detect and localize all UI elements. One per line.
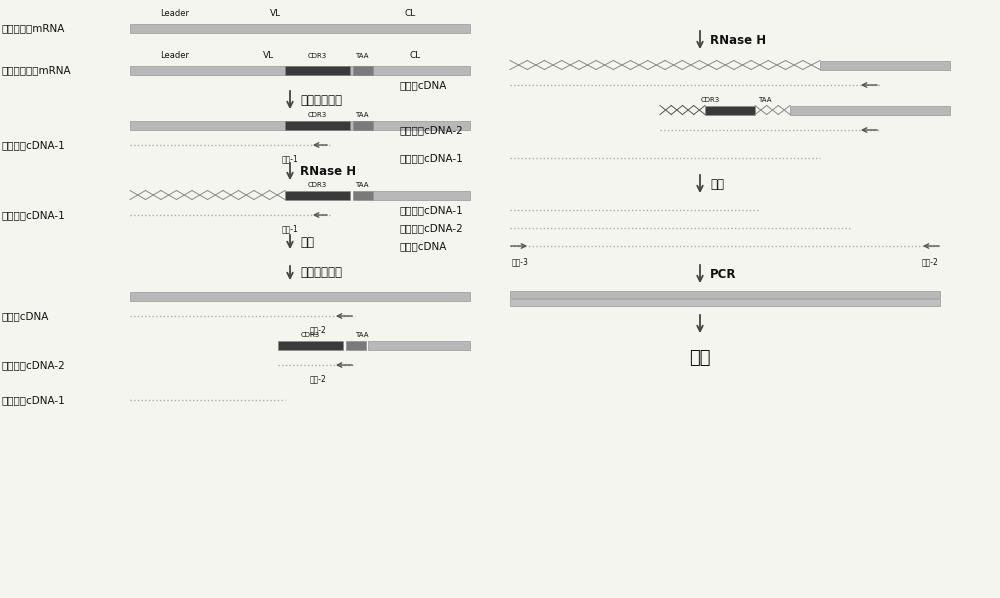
Text: CDR3: CDR3: [300, 332, 320, 338]
Bar: [130, 291, 470, 301]
Bar: [820, 60, 950, 69]
Text: TAA: TAA: [758, 97, 772, 103]
Text: 引物-3: 引物-3: [512, 258, 528, 267]
Text: TAA: TAA: [355, 112, 369, 118]
Text: 功能性cDNA: 功能性cDNA: [400, 241, 447, 251]
Text: CDR3: CDR3: [307, 112, 327, 118]
Bar: [368, 340, 470, 349]
Text: 引物-1: 引物-1: [282, 224, 298, 233]
Bar: [353, 121, 373, 130]
Text: 非功能性cDNA-1: 非功能性cDNA-1: [2, 140, 66, 150]
Text: 非功能性cDNA-1: 非功能性cDNA-1: [400, 153, 464, 163]
Bar: [285, 121, 350, 130]
Text: 功能性cDNA: 功能性cDNA: [2, 311, 49, 321]
Text: 非功能性轻链mRNA: 非功能性轻链mRNA: [2, 65, 72, 75]
Text: CDR3: CDR3: [700, 97, 720, 103]
Text: 第二轮反转录: 第二轮反转录: [300, 267, 342, 279]
Bar: [510, 291, 940, 297]
Bar: [285, 66, 350, 75]
Text: 引物-2: 引物-2: [922, 258, 938, 267]
Text: TAA: TAA: [355, 332, 369, 338]
Text: 引物-1: 引物-1: [282, 154, 298, 163]
Text: TAA: TAA: [355, 53, 369, 59]
Text: 引物-2: 引物-2: [310, 325, 326, 334]
Text: CDR3: CDR3: [307, 182, 327, 188]
Text: RNase H: RNase H: [710, 33, 766, 47]
Bar: [510, 298, 940, 306]
Text: 功能性轻链mRNA: 功能性轻链mRNA: [2, 23, 65, 33]
Text: VL: VL: [262, 51, 274, 60]
Text: RNase H: RNase H: [300, 165, 356, 178]
Bar: [705, 105, 755, 114]
Text: Leader: Leader: [160, 10, 190, 19]
Text: 非功能性cDNA-1: 非功能性cDNA-1: [2, 395, 66, 405]
Text: 第一轮反转录: 第一轮反转录: [300, 93, 342, 106]
Text: 功能性cDNA: 功能性cDNA: [400, 80, 447, 90]
Text: 非功能性cDNA-1: 非功能性cDNA-1: [2, 210, 66, 220]
Bar: [285, 191, 350, 200]
Bar: [130, 23, 470, 32]
Text: Leader: Leader: [160, 51, 190, 60]
Text: 引物-2: 引物-2: [310, 374, 326, 383]
Bar: [790, 105, 950, 114]
Text: CL: CL: [409, 51, 421, 60]
Text: 非功能性cDNA-2: 非功能性cDNA-2: [2, 360, 66, 370]
Text: 非功能性cDNA-1: 非功能性cDNA-1: [400, 205, 464, 215]
Bar: [353, 66, 373, 75]
Text: CDR3: CDR3: [307, 53, 327, 59]
Text: TAA: TAA: [355, 182, 369, 188]
Text: 非功能性cDNA-2: 非功能性cDNA-2: [400, 223, 464, 233]
Bar: [353, 191, 373, 200]
Text: 非功能性cDNA-2: 非功能性cDNA-2: [400, 125, 464, 135]
Text: CL: CL: [404, 10, 416, 19]
Bar: [346, 340, 366, 349]
Text: 灭活: 灭活: [710, 178, 724, 191]
Bar: [130, 66, 470, 75]
Text: 测序: 测序: [689, 349, 711, 367]
Bar: [278, 340, 343, 349]
Bar: [373, 191, 470, 200]
Text: PCR: PCR: [710, 267, 736, 280]
Text: VL: VL: [269, 10, 281, 19]
Text: 灭活: 灭活: [300, 236, 314, 249]
Bar: [130, 121, 470, 130]
